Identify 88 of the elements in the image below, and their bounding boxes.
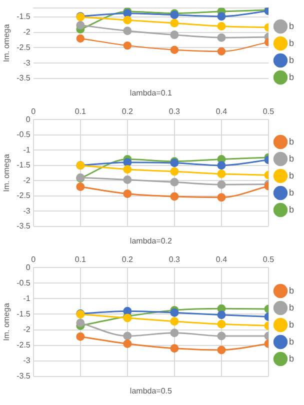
- point: [217, 193, 226, 202]
- y-tick-label: -3.5: [16, 372, 31, 381]
- point: [123, 26, 132, 36]
- point: [170, 317, 179, 326]
- legend-label: b: [288, 72, 294, 82]
- y-tick-label: 0: [26, 114, 31, 124]
- point: [217, 332, 226, 340]
- x-axis-title: lambda=0.5: [130, 386, 173, 396]
- y-tick-label: -1.5: [16, 12, 31, 22]
- y-tick-label: -3: [23, 58, 31, 68]
- legend-label: b: [288, 153, 294, 164]
- legend-label: b: [288, 170, 294, 180]
- y-axis-title: Im. omega: [2, 302, 12, 341]
- point: [217, 320, 226, 328]
- legend-label: b: [288, 187, 294, 198]
- point: [123, 190, 132, 198]
- point: [123, 175, 132, 184]
- y-tick-label: -2: [23, 28, 31, 37]
- point: [123, 332, 132, 340]
- point: [123, 158, 132, 167]
- legend-label: b: [288, 285, 294, 296]
- x-tick-label: 0.5: [262, 107, 275, 116]
- y-tick-label: 0: [26, 262, 31, 272]
- point: [76, 182, 85, 191]
- point: [123, 16, 132, 24]
- point: [217, 47, 226, 56]
- legend-label: b: [288, 20, 294, 31]
- point: [217, 22, 226, 30]
- point: [170, 192, 179, 201]
- point: [217, 346, 226, 354]
- point: [170, 178, 179, 186]
- x-tick-label: 0.1: [74, 255, 87, 264]
- legend-label: b: [288, 204, 294, 214]
- point: [170, 30, 179, 40]
- y-tick-label: -2.5: [16, 42, 31, 52]
- x-tick-label: 0.3: [168, 255, 181, 264]
- y-tick-label: -1: [23, 294, 31, 303]
- point: [217, 170, 226, 178]
- y-tick-label: -3: [23, 356, 31, 366]
- y-axis-title: Im. omega: [2, 24, 12, 62]
- legend-label: b: [288, 302, 294, 312]
- x-axis-title: lambda=0.1: [130, 88, 173, 98]
- y-tick-label: -2: [23, 324, 31, 334]
- point: [76, 34, 85, 43]
- point: [76, 21, 85, 30]
- point: [217, 310, 226, 320]
- x-axis-title: lambda=0.2: [130, 236, 173, 246]
- y-tick-label: -2.5: [16, 340, 31, 350]
- y-tick-label: -0.5: [16, 130, 31, 140]
- point: [170, 46, 179, 54]
- point: [217, 180, 226, 189]
- legend-label: b: [288, 319, 294, 330]
- x-tick-label: 0.1: [74, 107, 87, 116]
- point: [170, 328, 179, 338]
- legend-label: b: [288, 136, 294, 146]
- legend-label: b: [288, 353, 294, 364]
- point: [123, 165, 132, 174]
- y-tick-label: -1: [23, 145, 31, 154]
- x-tick-label: 0.3: [168, 107, 181, 116]
- point: [217, 33, 226, 42]
- point: [170, 18, 179, 28]
- point: [217, 12, 226, 21]
- x-tick-label: 0.4: [216, 107, 228, 116]
- legend-label: b: [288, 38, 294, 48]
- point: [170, 167, 179, 176]
- y-tick-label: -2: [23, 176, 31, 185]
- point: [170, 308, 179, 317]
- point: [123, 340, 132, 348]
- x-tick-label: 0.2: [122, 107, 134, 116]
- y-tick-label: -2.5: [16, 191, 31, 200]
- y-tick-label: -0.5: [16, 278, 31, 288]
- point: [76, 332, 85, 341]
- y-axis-title: Im. omega: [2, 154, 12, 192]
- point: [123, 306, 132, 316]
- y-tick-label: -1.5: [16, 309, 31, 318]
- point: [123, 41, 132, 50]
- point: [76, 318, 85, 328]
- point: [170, 344, 179, 353]
- point: [217, 161, 226, 170]
- y-tick-label: -3.5: [16, 74, 31, 83]
- legend-label: b: [288, 54, 294, 65]
- x-tick-label: 0.4: [216, 255, 228, 264]
- x-tick-label: 0.5: [262, 255, 275, 264]
- y-tick-label: -1.5: [16, 160, 31, 170]
- x-tick-label: 0.2: [122, 255, 134, 264]
- legend-label: b: [288, 336, 294, 346]
- y-tick-label: -3.5: [16, 222, 31, 231]
- y-tick-label: -3: [23, 206, 31, 216]
